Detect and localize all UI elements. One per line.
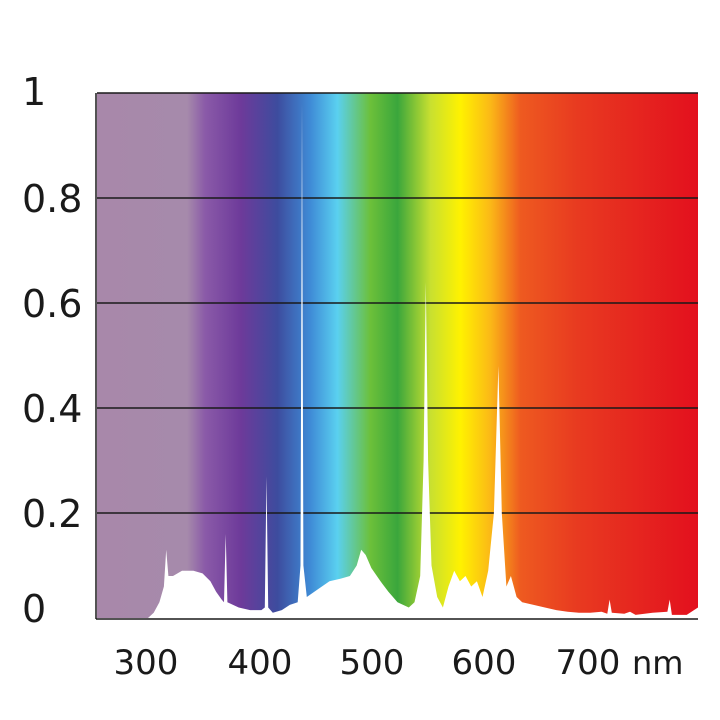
plot-background <box>97 93 698 618</box>
spectrum-area <box>148 103 698 618</box>
y-tick-label: 0.8 <box>22 177 82 221</box>
x-tick-label: 400 <box>228 643 293 683</box>
x-tick-label: 700 <box>556 643 621 683</box>
x-tick-label: 500 <box>340 643 405 683</box>
y-ticks: 1 0.8 0.6 0.4 0.2 0 <box>22 70 82 631</box>
x-tick-label: 600 <box>452 643 517 683</box>
y-tick-label: 0.6 <box>22 282 82 326</box>
y-tick-label: 0.4 <box>22 387 82 431</box>
y-tick-label: 1 <box>22 70 46 114</box>
x-ticks: 300 400 500 600 700 nm <box>114 643 684 683</box>
y-tick-label: 0.2 <box>22 492 82 536</box>
gridlines <box>97 92 698 514</box>
x-unit-label: nm <box>632 644 683 682</box>
y-tick-label: 0 <box>22 587 46 631</box>
x-tick-label: 300 <box>114 643 179 683</box>
